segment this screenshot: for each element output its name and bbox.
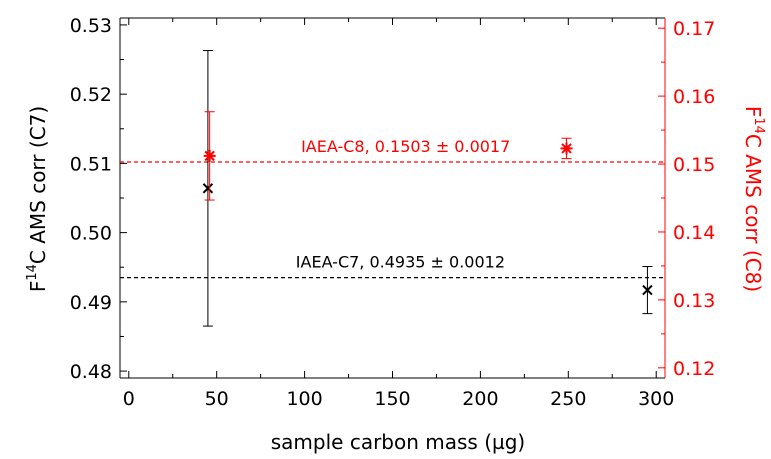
reference-label-c7: IAEA-C7, 0.4935 ± 0.0012: [296, 253, 505, 272]
x-axis-title: sample carbon mass (µg): [271, 430, 525, 454]
data-point-c7: [642, 266, 653, 315]
y-left-tick-label: 0.50: [70, 223, 112, 245]
data-point-c8: [203, 111, 216, 201]
y-axis-left-title: F14C AMS corr (C7): [25, 106, 50, 292]
x-tick-label: 0: [123, 388, 135, 410]
x-tick-label: 100: [286, 388, 322, 410]
y-axis-left-title-sup: 14: [25, 264, 40, 281]
y-axis-right: 0.12 0.13 0.14 0.15 0.16 0.17: [658, 18, 715, 380]
x-tick-label: 200: [462, 388, 498, 410]
reference-lines: IAEA-C7, 0.4935 ± 0.0012 IAEA-C8, 0.1503 …: [120, 137, 665, 279]
x-tick-label: 300: [638, 388, 674, 410]
y-right-tick-label: 0.16: [673, 86, 715, 108]
x-tick-label: 50: [205, 388, 229, 410]
marker-stroke: [642, 284, 653, 296]
reference-label-c8: IAEA-C8, 0.1503 ± 0.0017: [301, 137, 510, 156]
y-right-tick-label: 0.13: [673, 290, 715, 312]
data-point-c7: [202, 50, 214, 327]
y-right-tick-label: 0.14: [673, 222, 715, 244]
y-right-tick-label: 0.12: [673, 358, 715, 380]
x-axis: 0 50 100 150 200 250 300: [123, 18, 674, 410]
y-right-tick-label: 0.17: [673, 18, 715, 40]
y-axis-right-title: F14C AMS corr (C8): [741, 106, 766, 292]
y-axis-right-title-prefix: F: [741, 106, 765, 118]
y-axis-left: 0.48 0.49 0.50 0.51 0.52 0.53: [70, 15, 127, 383]
y-left-tick-label: 0.53: [70, 15, 112, 37]
y-left-tick-label: 0.48: [70, 361, 112, 383]
y-axis-right-title-sup: 14: [751, 117, 766, 134]
x-tick-label: 150: [374, 388, 410, 410]
y-axis-left-title-suffix: C AMS corr (C7): [26, 106, 50, 264]
y-left-tick-label: 0.52: [70, 84, 112, 106]
y-right-tick-label: 0.15: [673, 154, 715, 176]
y-left-tick-label: 0.51: [70, 153, 112, 175]
y-left-tick-label: 0.49: [70, 292, 112, 314]
y-axis-left-title-prefix: F: [26, 281, 50, 293]
data-markers: [202, 50, 653, 327]
x-tick-label: 250: [550, 388, 586, 410]
marker-stroke: [202, 183, 214, 194]
y-axis-right-title-suffix: C AMS corr (C8): [741, 134, 765, 292]
plot-frame: [119, 17, 666, 379]
data-point-c8: [560, 137, 573, 160]
